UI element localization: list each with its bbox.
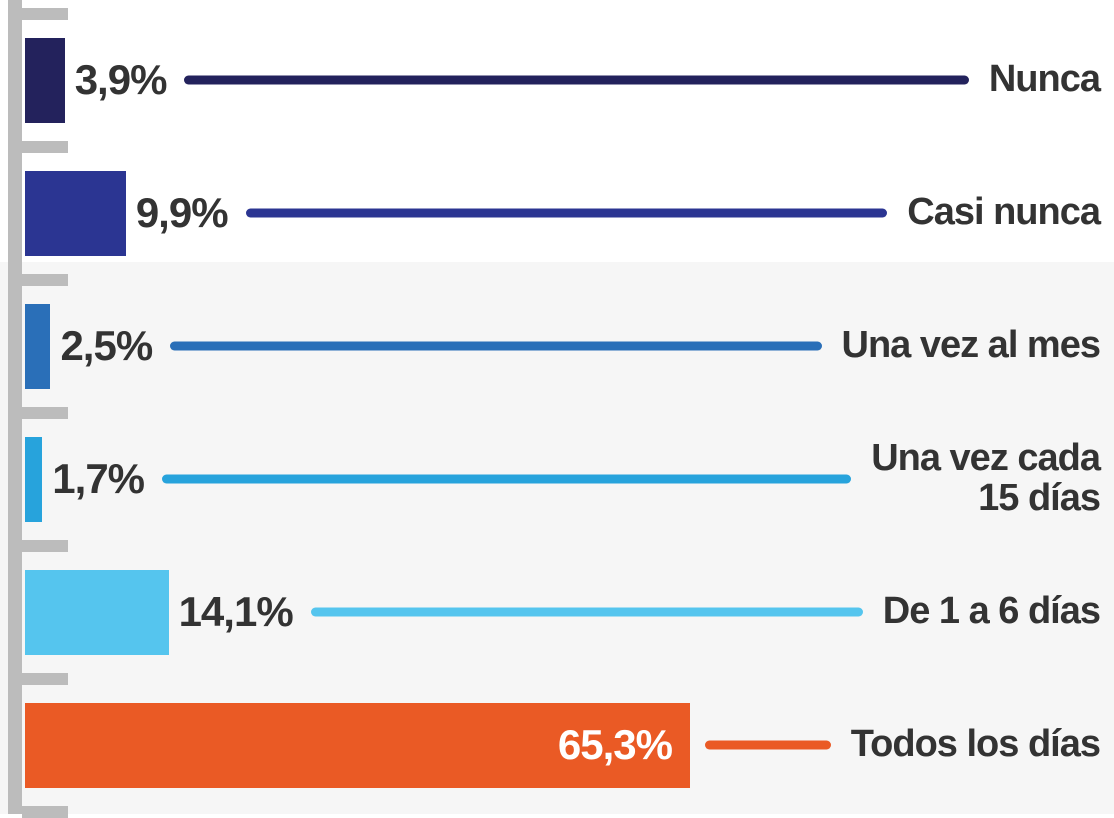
category-label: Una vez al mes	[841, 324, 1101, 367]
bar	[25, 170, 126, 256]
bar	[25, 436, 43, 522]
axis	[8, 0, 22, 814]
category-label: Todos los días	[850, 723, 1101, 766]
category-label: Casi nunca	[907, 191, 1101, 234]
bar	[25, 303, 51, 389]
value-label: 3,9%	[74, 56, 168, 103]
value-label: 2,5%	[60, 322, 153, 369]
axis-tick	[22, 274, 68, 286]
value-label: 1,7%	[52, 455, 145, 502]
bar	[25, 37, 65, 123]
bar	[25, 702, 690, 788]
category-label: Una vez cada 15 días	[871, 437, 1101, 519]
connector-line	[162, 474, 852, 484]
axis-tick	[22, 540, 68, 552]
axis-tick	[22, 806, 68, 818]
connector-line	[170, 341, 822, 351]
axis-tick	[22, 673, 68, 685]
value-label: 14,1%	[178, 588, 294, 635]
connector-line	[705, 740, 831, 750]
axis-tick	[22, 407, 68, 419]
axis-tick	[22, 141, 68, 153]
category-label: De 1 a 6 días	[882, 590, 1101, 633]
bar	[25, 569, 169, 655]
axis-tick	[22, 8, 68, 20]
category-label: Nunca	[988, 58, 1101, 101]
value-label: 65,3%	[557, 721, 673, 768]
value-label: 9,9%	[135, 189, 229, 236]
connector-line	[310, 607, 863, 617]
connector-line	[184, 75, 969, 85]
connector-line	[245, 208, 888, 218]
